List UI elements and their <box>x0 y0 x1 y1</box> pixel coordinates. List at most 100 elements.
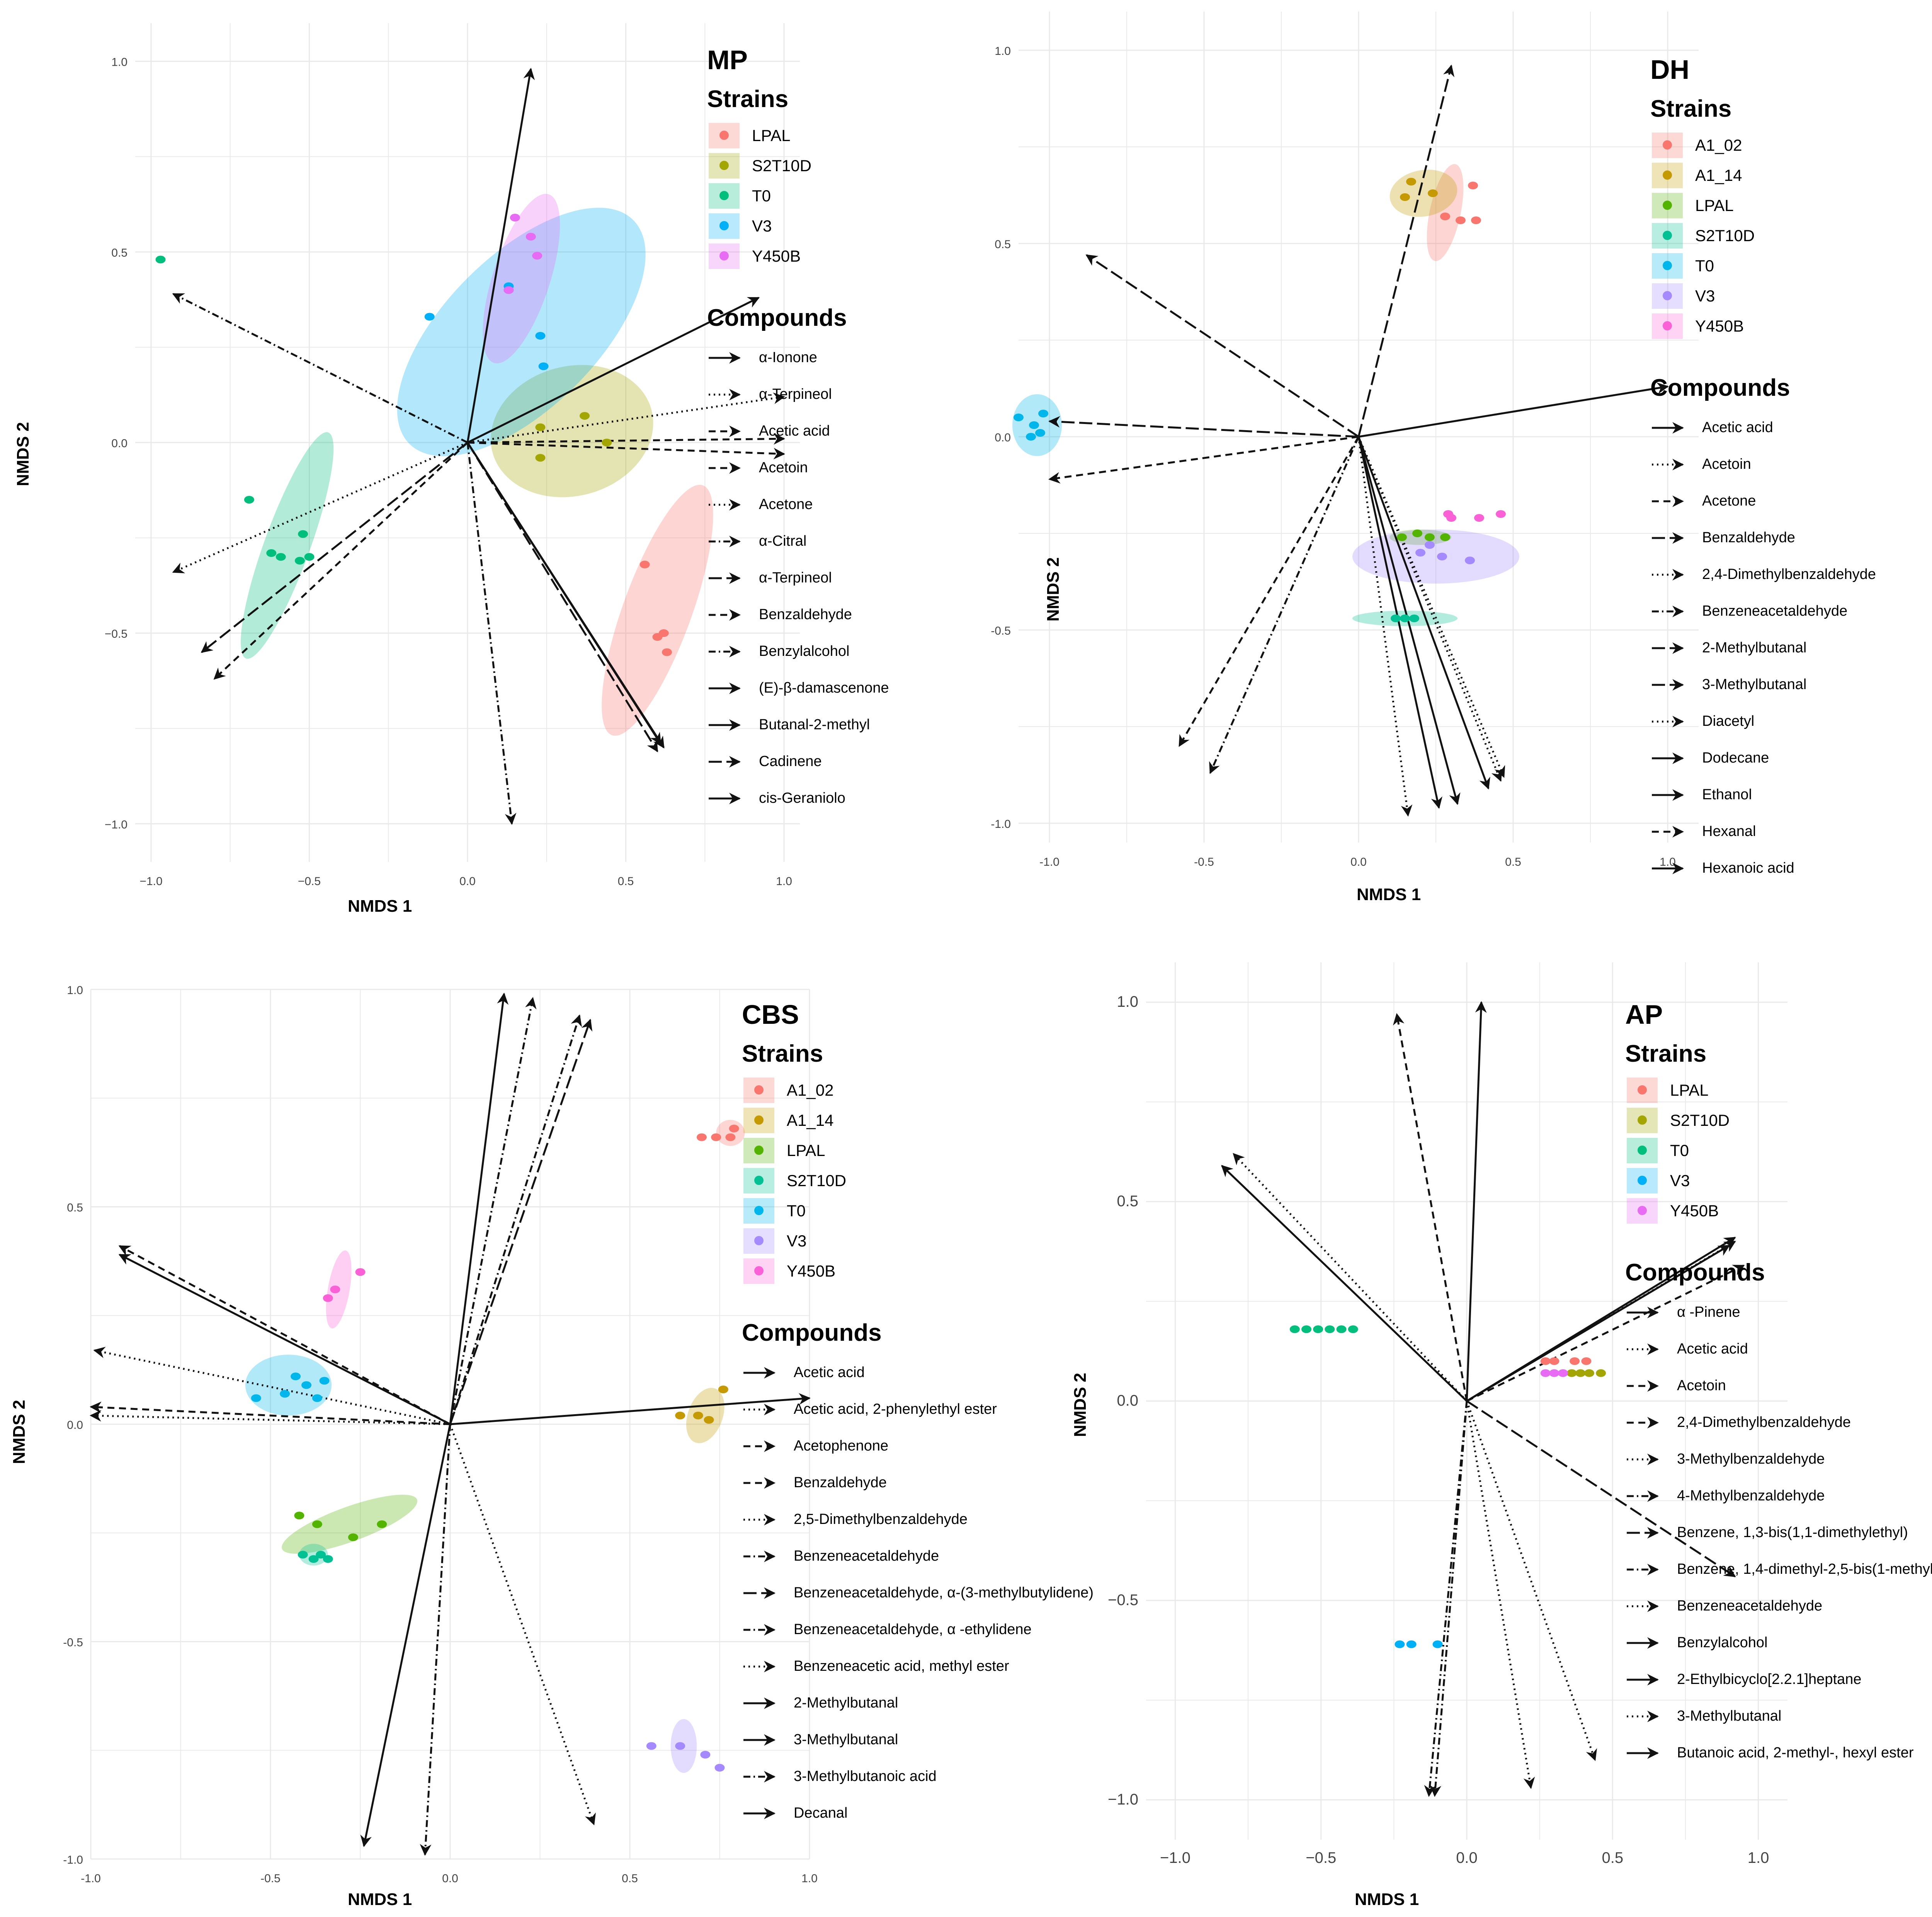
x-tick-label-cbs: -0.5 <box>260 1872 281 1885</box>
legend-compound-label: Benzeneacetaldehyde, α-(3-methylbutylide… <box>794 1585 1094 1601</box>
compound-arrow-2-methylbutanal <box>1048 416 1359 438</box>
point-y450b <box>1549 1369 1560 1377</box>
point-t0 <box>280 1390 290 1398</box>
legend-compound-benzaldehyde: Benzaldehyde <box>742 1464 1094 1501</box>
panel-title: AP <box>1625 999 1663 1030</box>
compounds-title: Compounds <box>742 1319 882 1346</box>
legend-strain-label: T0 <box>752 187 771 205</box>
compound-arrow-benzeneacetaldehyde-3-methylbutylidene <box>449 1018 593 1425</box>
x-tick-label-cbs: -1.0 <box>81 1872 101 1885</box>
point-s2t10d <box>602 439 612 446</box>
legend-compound-label: Dodecane <box>1702 750 1769 766</box>
legend-line-key <box>1627 1600 1659 1612</box>
legend-line-key <box>709 535 741 547</box>
legend-line-key <box>709 462 741 474</box>
panel-title: DH <box>1650 54 1690 85</box>
panel-ap: −1.0 −0.5 0.0 0.5 1.0 −1.0 −0.5 0.0 0.5 1.0 NMDS … <box>976 958 1932 1917</box>
compound-arrow-2-5-dimethylbenzaldehyde <box>449 1424 596 1825</box>
point-a1-14 <box>1400 193 1410 201</box>
point-y450b <box>323 1294 333 1302</box>
compound-arrow-terpineol <box>467 392 786 444</box>
point-v3 <box>1437 553 1447 560</box>
legend-ap: AP Strains LPAL S2T10D T0 V3 Y450B Compounds α -… <box>1625 1001 1932 1771</box>
compound-arrow-acetoin <box>1357 436 1502 782</box>
compound-arrow-butanoic-acid-2-methyl-hexyl-ester <box>1466 1245 1730 1402</box>
compounds-title: Compounds <box>1625 1259 1765 1286</box>
legend-compound-benzylalcohol: Benzylalcohol <box>1625 1624 1932 1661</box>
legend-strain-y450b: Y450B <box>742 1256 1094 1286</box>
point-t0 <box>251 1394 261 1402</box>
point-t0 <box>312 1394 322 1402</box>
legend-key <box>1625 1106 1660 1135</box>
legend-key <box>742 1257 777 1285</box>
compound-arrow-acetone <box>1178 436 1360 747</box>
point-t0 <box>304 553 315 561</box>
legend-compound-cadinene: Cadinene <box>707 743 889 780</box>
legend-line-key <box>743 1477 776 1489</box>
legend-strain-a1-02: A1_02 <box>742 1075 1094 1105</box>
legend-line-key <box>709 609 741 621</box>
compound-arrow-terpineol <box>201 442 468 653</box>
y-axis-title-ap: NMDS 2 <box>1071 1372 1090 1437</box>
compounds-title: Compounds <box>1650 375 1790 401</box>
x-tick-label-ap: 0.5 <box>1602 1849 1623 1866</box>
legend-cbs: CBS Strains A1_02 A1_14 LPAL S2T10D T0 V3 Y450B C… <box>742 1001 1094 1832</box>
legend-strain-lpal: LPAL <box>707 121 889 151</box>
legend-compound-terpineol: α-Terpineol <box>707 560 889 596</box>
point-s2t10d <box>1575 1369 1586 1377</box>
point-t0 <box>1301 1325 1311 1333</box>
point-y450b <box>532 252 543 260</box>
point-a1-02 <box>725 1133 736 1141</box>
legend-line-key <box>1627 1563 1659 1575</box>
point-v3 <box>538 362 549 370</box>
legend-line-key <box>1652 752 1684 764</box>
legend-compound-benzeneacetaldehyde: Benzeneacetaldehyde <box>1650 593 1876 630</box>
compound-arrow-acetoin <box>467 441 786 460</box>
legend-compound-label: 3-Methylbenzaldehyde <box>1677 1451 1825 1467</box>
point-a1-02 <box>1440 213 1450 220</box>
y-tick-label-dh: -0.5 <box>991 625 1011 637</box>
compound-arrow-benzaldehyde <box>90 1401 451 1425</box>
compound-arrow-acetone <box>172 441 468 574</box>
legend-compound-label: Acetic acid, 2-phenylethyl ester <box>794 1401 997 1417</box>
legend-line-key <box>709 388 741 400</box>
point-s2t10d <box>316 1551 326 1559</box>
y-tick-label-dh: 0.0 <box>995 431 1011 444</box>
point-y450b <box>503 286 514 294</box>
point-a1-02 <box>1471 216 1481 224</box>
legend-line-key <box>743 1403 776 1415</box>
legend-strain-s2t10d: S2T10D <box>707 151 889 181</box>
x-tick-label-cbs: 0.5 <box>622 1872 638 1885</box>
ellipse-a1-14 <box>686 1388 724 1444</box>
compound-arrow-benzeneacetic-acid-methyl-ester <box>93 1347 451 1425</box>
legend-line-key <box>1627 1306 1659 1318</box>
compound-arrow-hexanal <box>1048 436 1359 484</box>
compound-arrow-hexanoic-acid <box>1357 436 1490 790</box>
legend-compound-2-4-dimethylbenzaldehyde: 2,4-Dimethylbenzaldehyde <box>1650 556 1876 593</box>
legend-compound-diacetyl: Diacetyl <box>1650 703 1876 740</box>
legend-compound-label: Benzeneacetaldehyde, α -ethylidene <box>794 1621 1032 1638</box>
legend-line-key <box>743 1514 776 1525</box>
legend-compound-benzeneacetic-acid-methyl-ester: Benzeneacetic acid, methyl ester <box>742 1648 1094 1685</box>
x-tick-label-mp: 0.0 <box>459 875 476 888</box>
point-lpal <box>658 629 669 637</box>
legend-key <box>742 1227 777 1255</box>
legend-line-key <box>743 1771 776 1783</box>
point-v3 <box>1432 1640 1443 1648</box>
point-s2t10d <box>308 1555 319 1563</box>
x-axis-title-cbs: NMDS 1 <box>348 1890 412 1909</box>
legend-strain-y450b: Y450B <box>1625 1196 1932 1226</box>
legend-compound-pinene: α -Pinene <box>1625 1294 1932 1331</box>
legend-line-key <box>709 682 741 694</box>
legend-compound-label: α-Terpineol <box>759 570 832 586</box>
legend-line-key <box>709 425 741 437</box>
compound-arrow-benzeneacetaldehyde-ethylidene <box>449 1014 582 1425</box>
compounds-title: Compounds <box>707 305 847 331</box>
y-axis-title-cbs: NMDS 2 <box>10 1399 29 1464</box>
legend-strain-label: LPAL <box>752 126 791 145</box>
legend-strain-label: Y450B <box>1695 317 1744 335</box>
compound-arrow-benzeneacetaldehyde <box>1209 436 1360 774</box>
legend-strain-s2t10d: S2T10D <box>742 1166 1094 1196</box>
point-v3 <box>1465 557 1475 564</box>
point-lpal <box>662 648 672 656</box>
